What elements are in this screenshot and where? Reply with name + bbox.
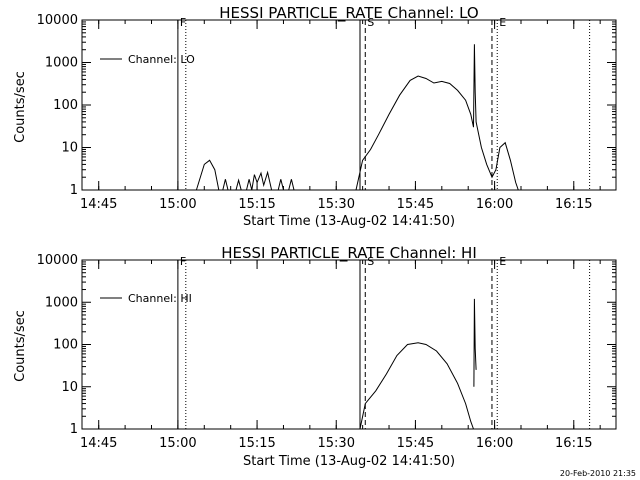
lo-series-line [277, 179, 284, 191]
hi-x-axis-label: Start Time (13-Aug-02 14:41:50) [243, 454, 455, 469]
lo-y-tick-label: 1 [70, 183, 78, 198]
lo-series-line [246, 170, 273, 191]
hi-y-tick-label: 1 [70, 422, 78, 437]
lo-y-axis-label: Counts/sec [13, 71, 28, 143]
lo-series-line [355, 44, 519, 191]
hi-x-tick-label: 14:45 [80, 436, 117, 451]
lo-y-tick-label: 10000 [37, 13, 78, 28]
lo-x-tick-label: 16:15 [555, 197, 592, 212]
hi-x-tick-label: 15:00 [159, 436, 196, 451]
hi-series-line [473, 298, 477, 387]
hi-channel-panel: HESSI PARTICLE_RATE Channel: HI Counts/s… [13, 244, 617, 469]
lo-x-tick-label: 15:45 [397, 197, 434, 212]
lo-series-line [195, 159, 220, 191]
hi-plot-frame [81, 259, 617, 430]
lo-y-tick-label: 100 [53, 98, 78, 113]
lo-legend-label: Channel: LO [128, 53, 195, 66]
hi-legend-label: Channel: HI [128, 292, 192, 305]
hi-x-tick-label: 15:45 [397, 436, 434, 451]
lo-plot-frame [81, 19, 617, 191]
lo-marker-label: E [499, 16, 506, 29]
hi-y-tick-label: 100 [53, 338, 78, 353]
hi-y-axis-label: Counts/sec [13, 310, 28, 382]
hi-x-tick-label: 16:00 [476, 436, 513, 451]
lo-x-tick-label: 15:00 [159, 197, 196, 212]
lo-x-tick-label: 14:45 [80, 197, 117, 212]
hi-y-tick-label: 10 [61, 380, 78, 395]
lo-series-line [235, 178, 242, 191]
hi-y-tick-label: 10000 [37, 253, 78, 268]
hi-marker-label: F [180, 255, 186, 268]
lo-marker-label: S [367, 16, 374, 29]
hi-x-tick-label: 15:15 [238, 436, 275, 451]
lo-x-tick-label: 16:00 [476, 197, 513, 212]
hi-marker-label: S [367, 255, 374, 268]
hi-marker-label: E [499, 255, 506, 268]
lo-chart-title: HESSI PARTICLE_RATE Channel: LO [219, 4, 478, 23]
hi-x-tick-label: 15:30 [318, 436, 355, 451]
lo-y-tick-label: 10 [61, 141, 78, 156]
lo-channel-panel: HESSI PARTICLE_RATE Channel: LO Counts/s… [13, 4, 617, 229]
lo-x-tick-label: 15:15 [238, 197, 275, 212]
plot-timestamp: 20-Feb-2010 21:35 [560, 469, 636, 478]
lo-series-line [288, 179, 295, 191]
hi-chart-title: HESSI PARTICLE_RATE Channel: HI [221, 244, 477, 263]
lo-y-tick-label: 1000 [45, 56, 78, 71]
lo-marker-label: F [180, 16, 186, 29]
hi-x-tick-label: 16:15 [555, 436, 592, 451]
lo-x-axis-label: Start Time (13-Aug-02 14:41:50) [243, 214, 455, 229]
hi-y-tick-label: 1000 [45, 295, 78, 310]
hi-series-line [359, 342, 474, 430]
lo-series-line [222, 179, 229, 191]
lo-x-tick-label: 15:30 [318, 197, 355, 212]
